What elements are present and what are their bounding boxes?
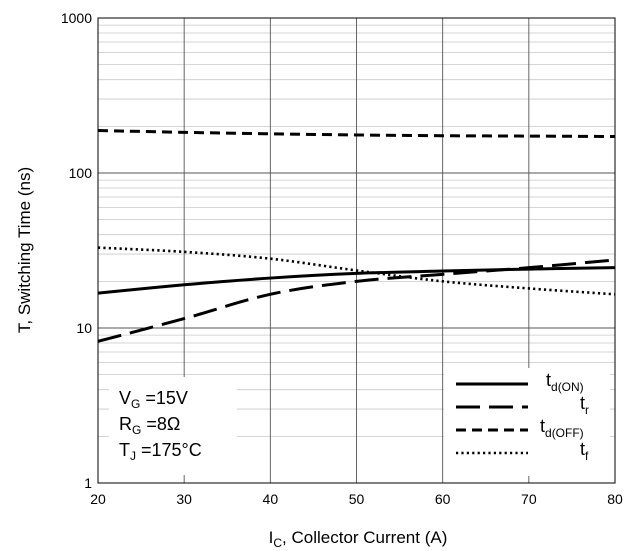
annotation-background: [109, 377, 237, 475]
plot-frame: [97, 17, 616, 484]
y-tick-label: 1000: [61, 10, 92, 26]
legend-label: tr: [580, 393, 589, 417]
legend-label: td(ON): [546, 370, 584, 394]
series-line-4: [97, 246, 616, 296]
x-tick-label: 80: [607, 491, 623, 507]
x-tick-label: 40: [263, 491, 279, 507]
condition-label: VG =15V: [119, 388, 188, 411]
y-tick-labels: 1 10 100 1000: [61, 10, 92, 491]
y-tick-label: 10: [76, 320, 92, 336]
y-tick-label: 100: [69, 165, 93, 181]
condition-label: TJ =175°C: [119, 440, 202, 463]
x-tick-label: 60: [435, 491, 451, 507]
series-line-2: [97, 258, 616, 343]
x-axis-title: IC, Collector Current (A): [269, 528, 448, 550]
x-tick-label: 70: [521, 491, 537, 507]
legend-background: [444, 368, 610, 476]
condition-label: RG =8Ω: [119, 414, 180, 437]
x-tick-label: 20: [90, 491, 106, 507]
x-tick-labels: 20 30 40 50 60 70 80: [90, 491, 623, 507]
x-tick-label: 30: [176, 491, 192, 507]
series-line-3: [97, 129, 616, 138]
y-tick-label: 1: [84, 475, 92, 491]
y-axis-title: T, Switching Time (ns): [15, 167, 34, 333]
series-layer: [97, 129, 616, 343]
legend-label: td(OFF): [540, 416, 584, 440]
legend-label: tf: [580, 439, 589, 463]
condition-annotations: VG =15V RG =8Ω TJ =175°C: [119, 388, 202, 463]
x-tick-label: 50: [349, 491, 365, 507]
